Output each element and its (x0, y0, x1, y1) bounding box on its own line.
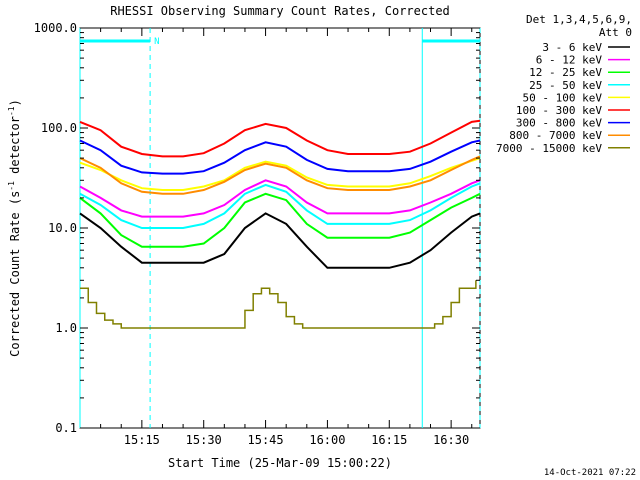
series-line-7000-15000-kev (80, 280, 477, 329)
night-markers: N (79, 28, 481, 428)
footer-date: 14-Oct-2021 07:22 (544, 468, 636, 478)
legend-entry-label: 800 - 7000 keV (509, 129, 602, 142)
series-lines (79, 119, 481, 329)
y-axis-label: Corrected Count Rate (s-1 detector-1) (7, 99, 22, 357)
series-line-50-100kev (79, 157, 481, 191)
legend-entry-label: 300 - 800 keV (516, 117, 602, 130)
legend-entry-label: 50 - 100 keV (523, 91, 603, 104)
legend-entry-label: 7000 - 15000 keV (496, 142, 602, 155)
chart-title: RHESSI Observing Summary Count Rates, Co… (110, 4, 450, 18)
legend-entry-label: 3 - 6 keV (542, 41, 602, 54)
legend-entry-label: 25 - 50 keV (529, 79, 602, 92)
series-line-800-7000kev (79, 155, 481, 195)
x-tick-label: 15:30 (186, 433, 222, 447)
series-line-3-6kev (79, 212, 481, 269)
legend-header-2: Att 0 (599, 26, 632, 39)
legend-entry-label: 12 - 25 keV (529, 66, 602, 79)
legend-entry-label: 6 - 12 keV (536, 54, 603, 67)
x-tick-label: 16:30 (433, 433, 469, 447)
legend-header-1: Det 1,3,4,5,6,9, (526, 13, 632, 26)
x-tick-label: 15:45 (248, 433, 284, 447)
x-tick-label: 15:15 (124, 433, 160, 447)
series-line-300-800kev (79, 139, 481, 175)
x-axis-label: Start Time (25-Mar-09 15:00:22) (168, 456, 392, 470)
x-tick-label: 16:00 (309, 433, 345, 447)
series-line-12-25kev (79, 192, 481, 248)
y-tick-label: 1.0 (55, 321, 77, 335)
svg-text:Corrected Count Rate (s-1 dete: Corrected Count Rate (s-1 detector-1) (7, 99, 22, 357)
y-tick-label: 10.0 (48, 221, 77, 235)
series-line-100-300kev (79, 119, 481, 158)
y-tick-label: 100.0 (41, 121, 77, 135)
series-line-25-50kev (79, 182, 481, 229)
y-ticks: 0.1 1.0 10.0 100.0 1000.0 (34, 21, 480, 435)
y-tick-label: 1000.0 (34, 21, 77, 35)
x-ticks: 15:15 15:30 15:45 16:00 16:15 16:30 (100, 28, 473, 447)
legend-entry-label: 100 - 300 keV (516, 104, 602, 117)
night-marker-label: N (154, 37, 159, 47)
x-tick-label: 16:15 (371, 433, 407, 447)
series-line-6-12kev (79, 179, 481, 218)
y-tick-label: 0.1 (55, 421, 77, 435)
